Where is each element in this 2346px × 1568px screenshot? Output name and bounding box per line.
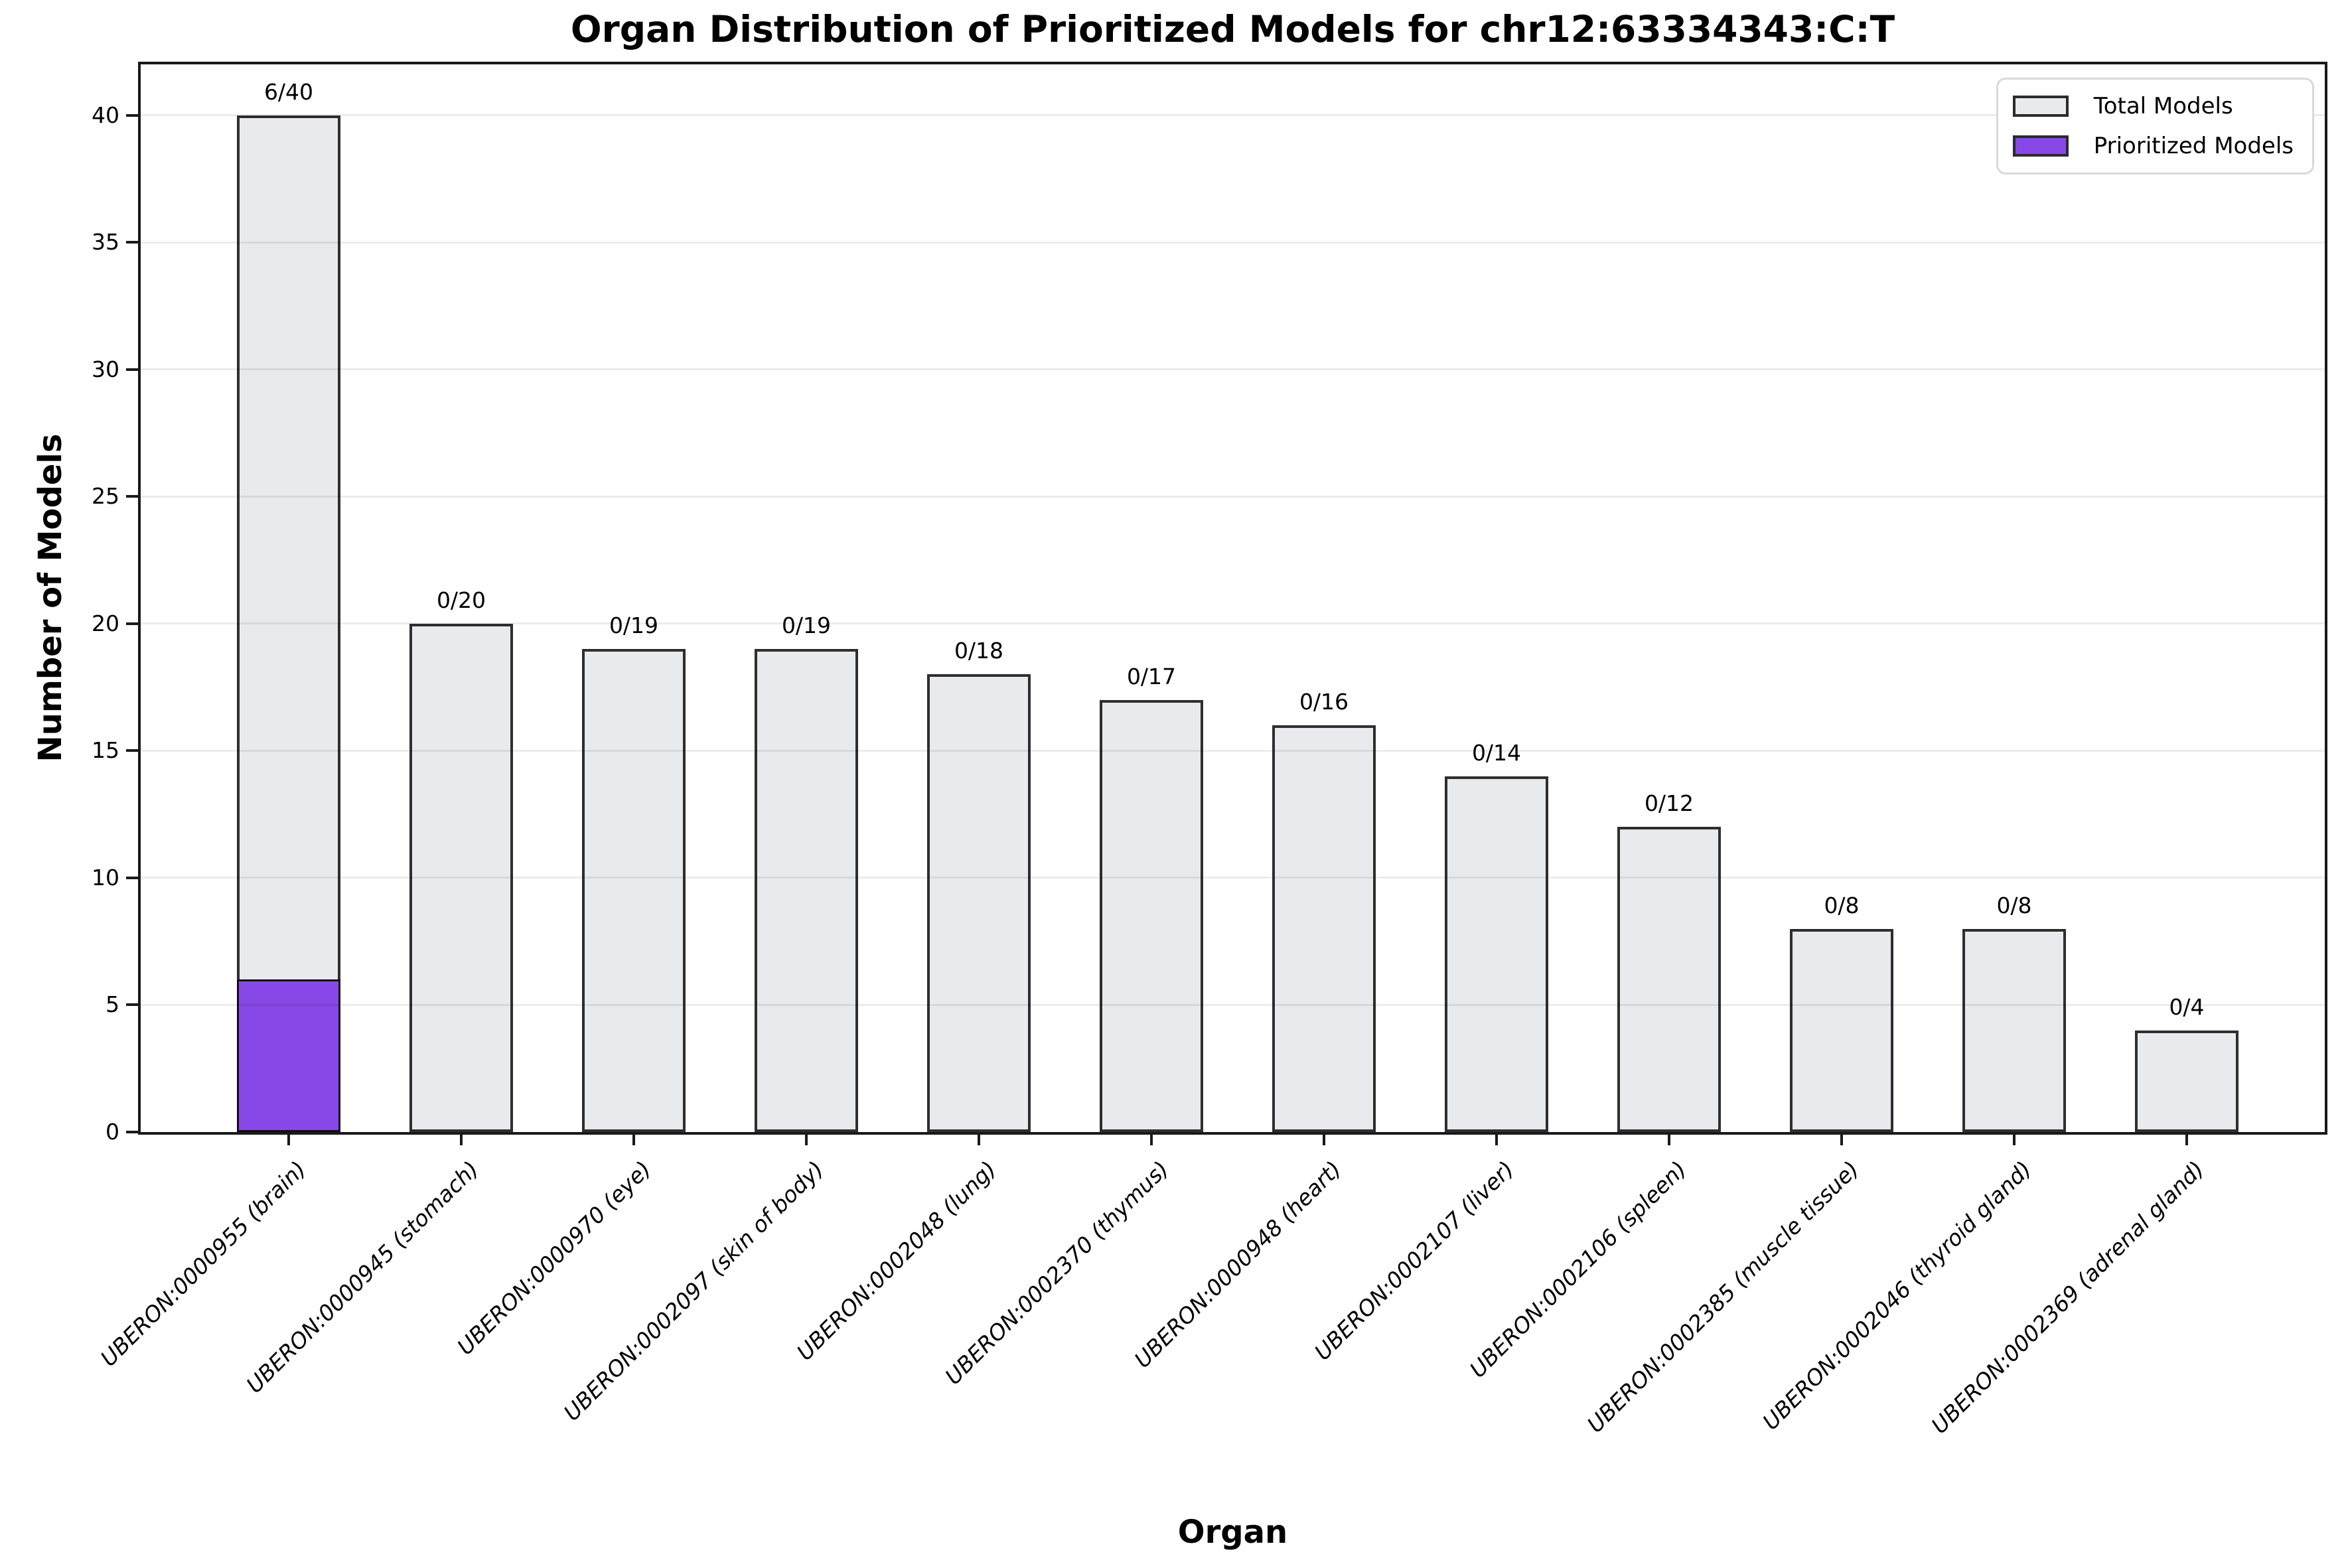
total-bar: [1790, 928, 1893, 1132]
x-tick-mark: [978, 1135, 980, 1145]
total-bar: [582, 649, 686, 1132]
gridline: [141, 749, 2325, 752]
bar-value-label: 0/8: [1996, 892, 2032, 918]
total-bar: [755, 649, 858, 1132]
gridline: [141, 622, 2325, 625]
prioritized-models-swatch: [2012, 135, 2069, 157]
x-tick-label: UBERON:0002385 (muscle tissue): [1581, 1156, 1864, 1438]
bar-value-label: 0/19: [781, 612, 832, 639]
bar-value-label: 0/8: [1824, 892, 1860, 918]
x-tick-mark: [2013, 1135, 2016, 1145]
x-tick-mark: [1840, 1135, 1843, 1145]
x-tick-mark: [632, 1135, 635, 1145]
legend-entry-prioritized: Prioritized Models: [2012, 131, 2294, 161]
y-tick-mark: [126, 241, 138, 244]
prioritized-bar: [237, 979, 340, 1132]
y-tick-label: 40: [92, 102, 119, 128]
x-tick-mark: [1668, 1135, 1670, 1145]
gridline: [141, 114, 2325, 117]
total-bar: [1962, 928, 2066, 1132]
gridline: [141, 368, 2325, 371]
bar-value-label: 0/16: [1299, 689, 1349, 715]
y-tick-label: 15: [92, 737, 119, 764]
legend: Total Models Prioritized Models: [1996, 78, 2314, 175]
x-tick-mark: [460, 1135, 463, 1145]
bar-value-label: 0/18: [954, 638, 1004, 664]
x-tick-mark: [1150, 1135, 1153, 1145]
y-tick-label: 30: [92, 356, 119, 382]
y-tick-mark: [126, 1003, 138, 1007]
y-tick-label: 25: [92, 483, 119, 510]
y-tick-mark: [126, 876, 138, 879]
y-tick-label: 5: [106, 991, 119, 1018]
total-bar: [409, 623, 513, 1132]
bar-value-label: 0/19: [609, 612, 659, 639]
total-bar: [237, 115, 340, 1132]
x-tick-label: UBERON:0000970 (eye): [452, 1156, 656, 1360]
x-tick-label: UBERON:0002048 (lung): [791, 1156, 1001, 1366]
total-bar: [1617, 827, 1721, 1132]
x-tick-label: UBERON:0002369 (adrenal gland): [1926, 1156, 2209, 1439]
x-tick-label: UBERON:0002046 (thyroid gland): [1757, 1156, 2037, 1435]
y-tick-mark: [126, 749, 138, 752]
x-tick-label: UBERON:0002107 (liver): [1309, 1156, 1519, 1366]
x-tick-mark: [1495, 1135, 1498, 1145]
x-tick-label: UBERON:0000955 (brain): [95, 1156, 311, 1372]
y-tick-mark: [126, 1131, 138, 1133]
total-bar: [1100, 699, 1203, 1132]
y-tick-mark: [126, 622, 138, 625]
y-tick-mark: [126, 368, 138, 371]
total-bar: [927, 674, 1031, 1132]
bar-value-label: 0/12: [1644, 790, 1694, 817]
gridline: [141, 1003, 2325, 1006]
y-tick-mark: [126, 495, 138, 498]
bar-value-label: 0/20: [436, 587, 486, 613]
total-models-swatch: [2012, 96, 2069, 117]
bar-value-label: 6/40: [263, 78, 314, 105]
gridline: [141, 241, 2325, 244]
gridline: [141, 877, 2325, 879]
total-bar: [1272, 725, 1376, 1132]
y-tick-label: 35: [92, 229, 119, 255]
y-tick-label: 0: [106, 1119, 119, 1145]
x-tick-mark: [2185, 1135, 2188, 1145]
x-axis-title: Organ: [1177, 1514, 1288, 1551]
bar-value-label: 0/4: [2169, 993, 2205, 1020]
bar-value-label: 0/17: [1126, 663, 1177, 689]
y-tick-label: 20: [92, 610, 119, 636]
legend-label: Total Models: [2093, 93, 2233, 119]
gridline: [141, 495, 2325, 498]
x-tick-mark: [1323, 1135, 1325, 1145]
legend-label: Prioritized Models: [2093, 133, 2294, 159]
chart-title: Organ Distribution of Prioritized Models…: [570, 8, 1895, 50]
plot-area: Total Models Prioritized Models: [138, 62, 2327, 1135]
y-axis-title: Number of Models: [32, 433, 69, 762]
total-bar: [1445, 776, 1548, 1132]
x-tick-label: UBERON:0000948 (heart): [1129, 1156, 1347, 1374]
total-bar: [2135, 1030, 2238, 1132]
y-tick-mark: [126, 113, 138, 117]
legend-entry-total: Total Models: [2012, 92, 2294, 121]
y-tick-label: 10: [92, 864, 119, 891]
x-tick-mark: [287, 1135, 290, 1145]
x-tick-mark: [805, 1135, 808, 1145]
bar-value-label: 0/14: [1471, 739, 1522, 766]
